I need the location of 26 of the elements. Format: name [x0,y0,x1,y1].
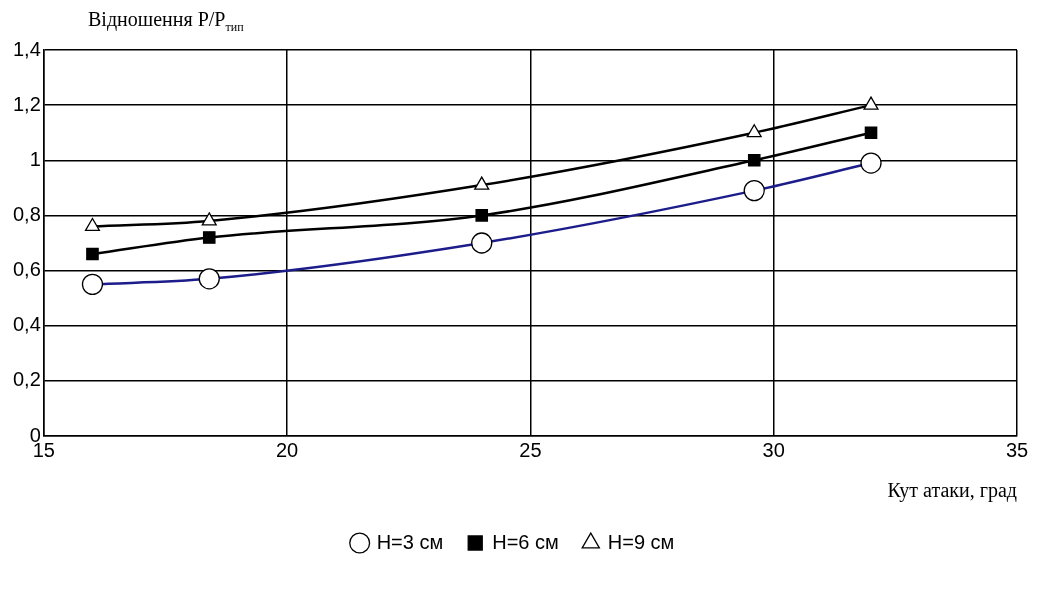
y-tick-label: 1 [29,147,41,170]
point [864,126,878,140]
y-axis-title: Відношення P/P$_{тип}$ [88,8,244,35]
x-tick-label: 25 [519,438,542,461]
point [863,96,879,110]
y-tick-label: 0,6 [12,258,41,281]
point [86,247,99,261]
point [202,231,216,244]
y-tick-label: 0,4 [12,313,41,336]
point [474,176,490,190]
y-tick-label: 0,8 [12,202,41,225]
point [201,212,217,226]
point [747,153,761,167]
point [475,209,489,222]
y-tick-label: 1,4 [12,37,41,60]
legend-label: H=3 см [376,530,444,553]
point [746,124,762,138]
point [84,217,101,232]
x-tick-label: 35 [1005,438,1029,461]
x-tick-label: 20 [275,438,299,461]
x-tick-label: 30 [762,438,785,461]
x-axis-title: Кут атаки, град [887,479,1017,503]
y-tick-label: 1,2 [12,92,41,115]
legend-label: H=6 см [492,530,559,553]
legend-label: H=9 см [607,530,675,553]
y-tick-label: 0,2 [12,368,41,391]
